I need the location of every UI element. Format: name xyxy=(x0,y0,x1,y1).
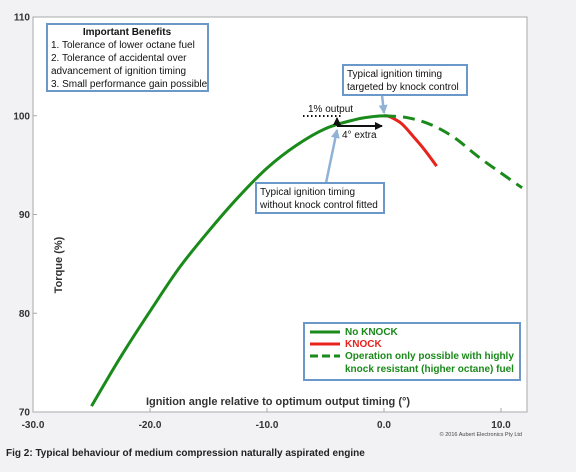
legend-label-knock: KNOCK xyxy=(345,339,382,350)
legend-label-high-octane: Operation only possible with highly knoc… xyxy=(345,351,517,375)
x-tick-label: -30.0 xyxy=(22,420,45,431)
x-axis: -30.0 -20.0 -10.0 0.0 10.0 xyxy=(22,408,511,431)
no-knock-control-callout: Typical ignition timing without knock co… xyxy=(255,182,385,214)
x-axis-title: Ignition angle relative to optimum outpu… xyxy=(146,396,410,408)
output-gain-label: 1% output xyxy=(308,104,353,115)
callout-line: Typical ignition timing xyxy=(347,69,442,80)
benefits-title: Important Benefits xyxy=(83,27,172,38)
x-tick-label: 10.0 xyxy=(491,420,511,431)
y-tick-label: 90 xyxy=(19,210,31,221)
copyright-text: © 2016 Aubert Electronics Pty Ltd xyxy=(440,431,522,438)
series-line-high-octane xyxy=(383,114,523,190)
x-tick-label: 0.0 xyxy=(377,420,391,431)
legend: No KNOCK KNOCK Operation only possible w… xyxy=(303,322,521,381)
knock-control-callout: Typical ignition timing targeted by knoc… xyxy=(342,64,468,96)
knock-control-callout-arrow xyxy=(378,94,388,114)
y-axis: 70 80 90 100 110 xyxy=(13,13,37,419)
x-tick-label: -20.0 xyxy=(139,420,162,431)
benefit-line: advancement of ignition timing xyxy=(51,66,186,77)
benefit-line: 1. Tolerance of lower octane fuel xyxy=(51,40,195,51)
y-tick-label: 110 xyxy=(14,13,31,24)
benefit-line: 3. Small performance gain possible xyxy=(51,79,208,90)
callout-line: Typical ignition timing xyxy=(260,187,355,198)
callout-line: targeted by knock control xyxy=(347,82,459,93)
y-tick-label: 80 xyxy=(19,309,31,320)
benefit-line: 2. Tolerance of accidental over xyxy=(51,53,187,64)
benefits-box: Important Benefits 1. Tolerance of lower… xyxy=(46,23,209,92)
no-knock-control-callout-arrow xyxy=(324,129,340,184)
series-line-no-knock xyxy=(90,114,385,407)
y-tick-label: 100 xyxy=(13,111,30,122)
timing-gain-label: 4° extra xyxy=(342,130,377,141)
figure-caption: Fig 2: Typical behaviour of medium compr… xyxy=(6,448,365,459)
legend-label-no-knock: No KNOCK xyxy=(345,327,399,338)
y-tick-label: 70 xyxy=(19,408,31,419)
callout-line: without knock control fitted xyxy=(259,200,378,211)
torque-chart: 70 80 90 100 110 -30.0 -20.0 -10.0 0.0 10.0 Igni… xyxy=(13,13,528,438)
series-layer xyxy=(90,114,523,407)
x-tick-label: -10.0 xyxy=(256,420,279,431)
y-axis-title: Torque (%) xyxy=(53,236,65,293)
